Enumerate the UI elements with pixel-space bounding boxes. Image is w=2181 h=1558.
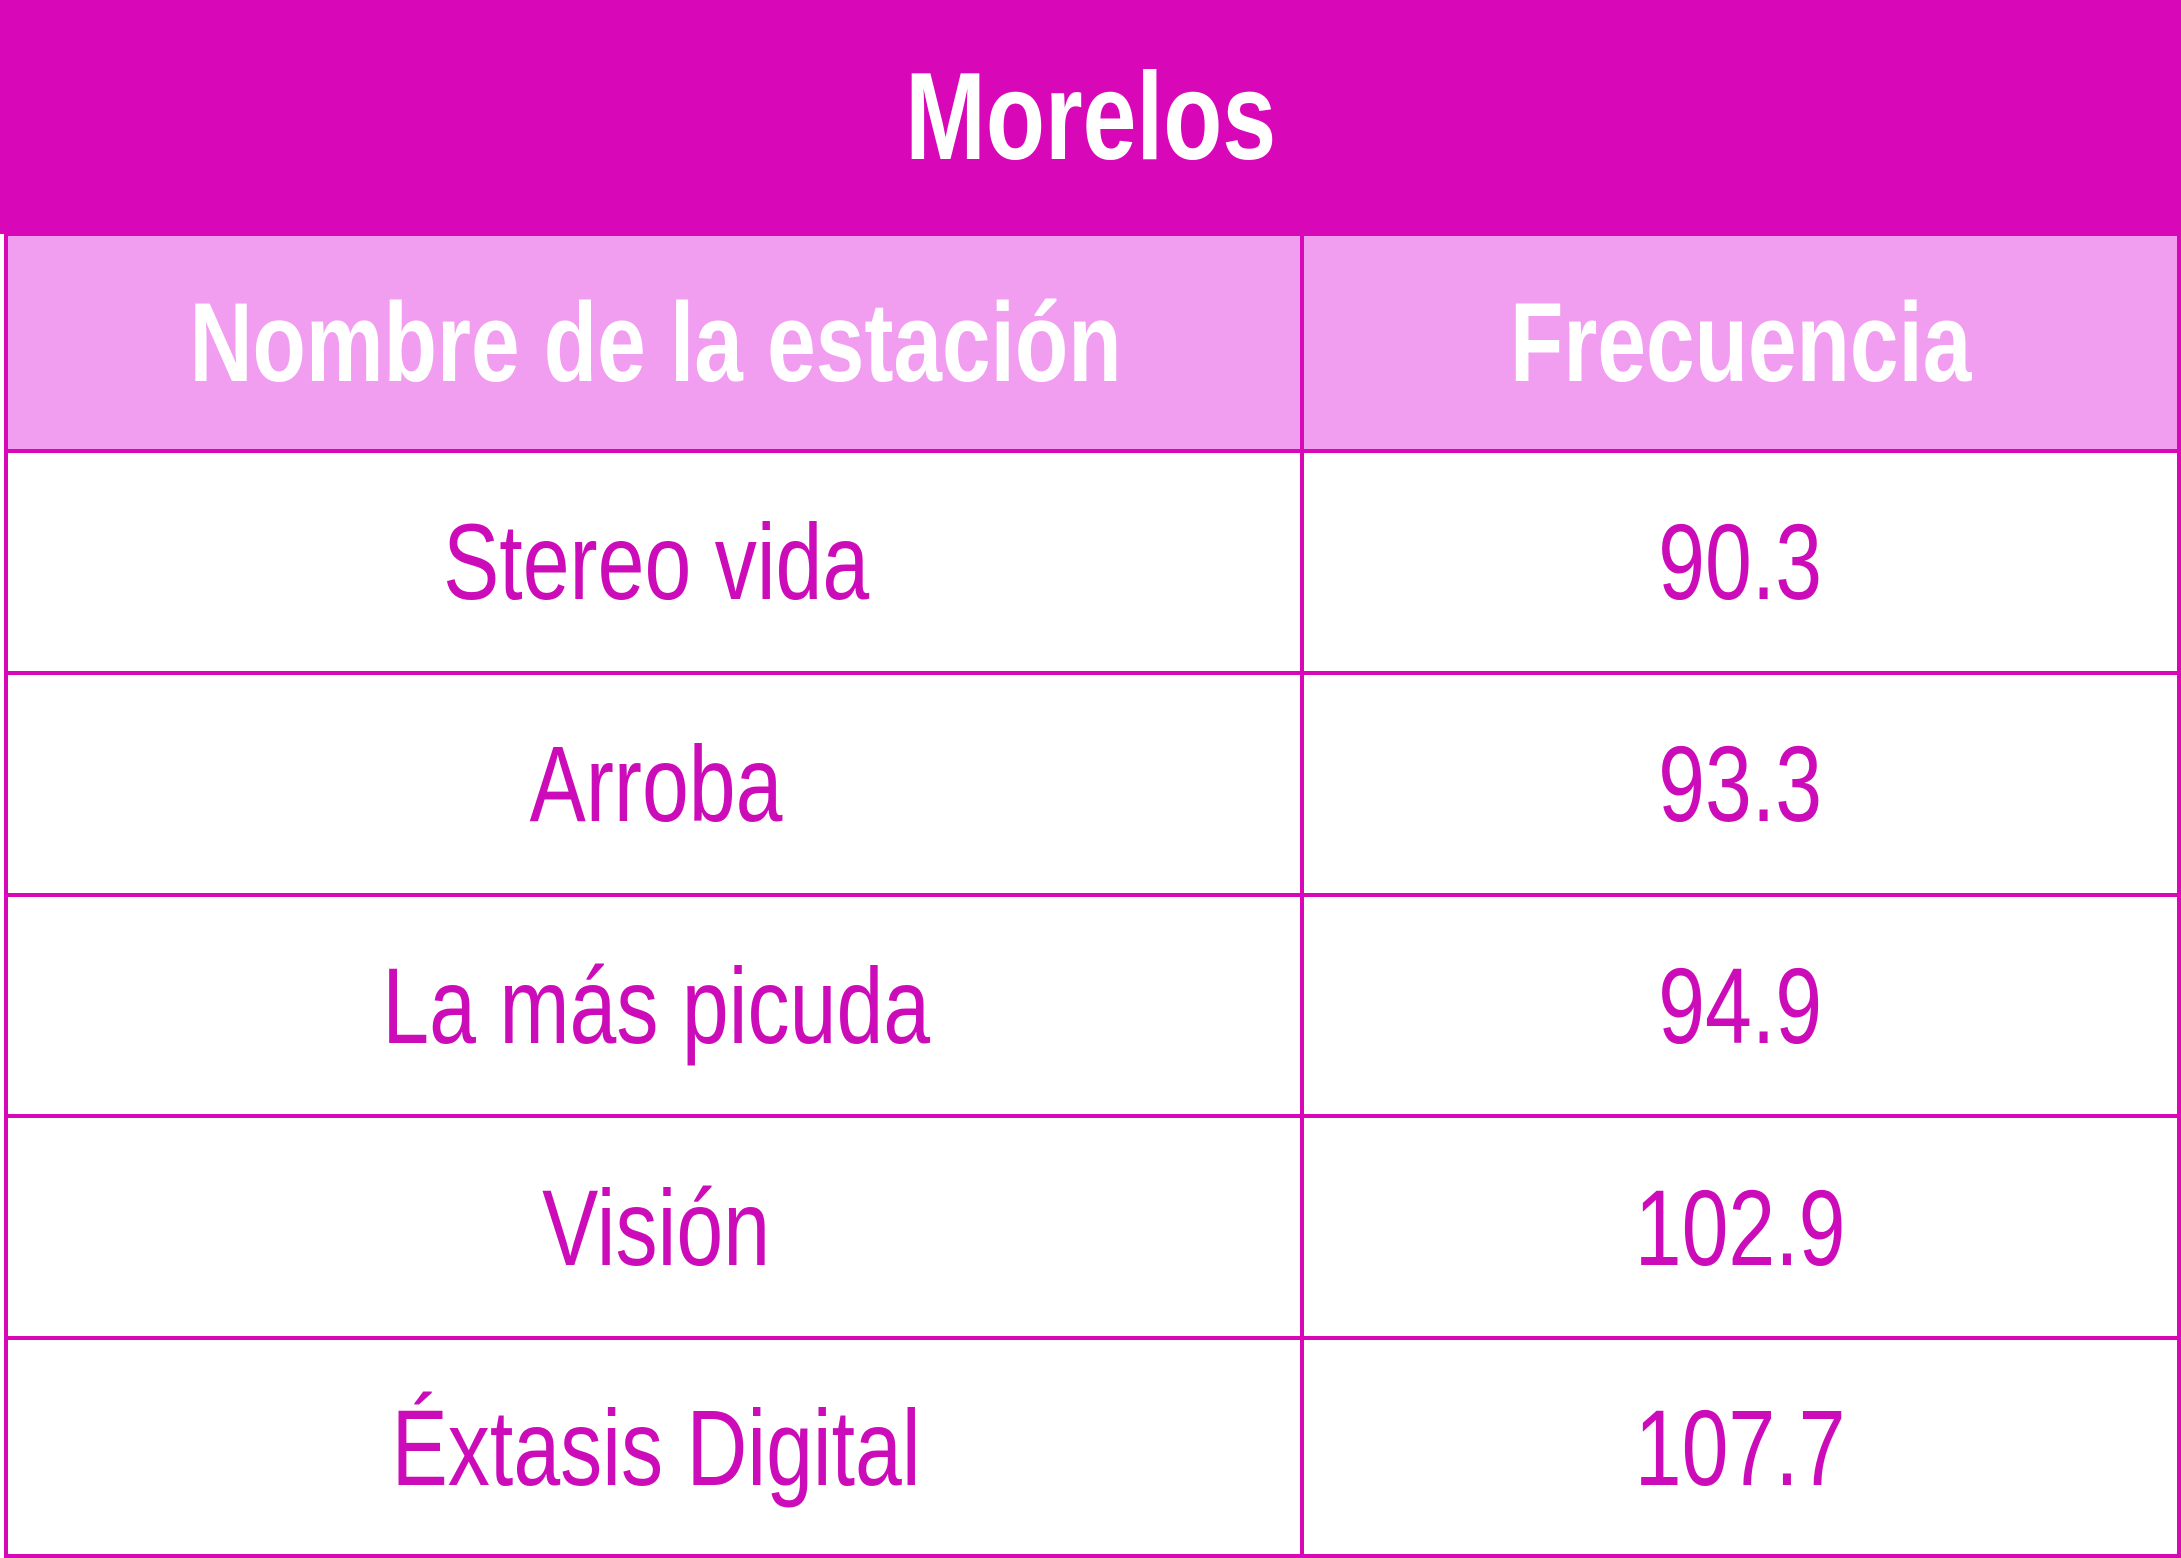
data-cell-text: Arroba [529, 723, 783, 845]
data-cell: 90.3 [1300, 449, 2181, 675]
data-cell: 107.7 [1300, 1336, 2181, 1558]
header-cell-text: Frecuencia [1509, 280, 1972, 405]
data-cell-text: La más picuda [382, 944, 930, 1066]
data-cell: La más picuda [4, 892, 1308, 1119]
header-cell: Frecuencia [1300, 232, 2181, 453]
data-cell: 94.9 [1300, 892, 2181, 1119]
data-cell-text: 94.9 [1658, 944, 1823, 1066]
data-cell-text: Stereo vida [442, 501, 870, 623]
data-cell-text: Éxtasis Digital [391, 1386, 921, 1508]
data-cell: Visión [4, 1114, 1308, 1341]
data-cell-text: 102.9 [1635, 1166, 1846, 1288]
header-cell: Nombre de la estación [4, 232, 1308, 453]
data-cell: Stereo vida [4, 449, 1308, 675]
data-cell-text: 90.3 [1658, 501, 1823, 623]
table-title: Morelos [905, 48, 1276, 186]
header-cell-text: Nombre de la estación [189, 280, 1123, 405]
data-cell-text: 93.3 [1658, 723, 1823, 845]
data-cell-text: 107.7 [1635, 1386, 1846, 1508]
data-cell: 102.9 [1300, 1114, 2181, 1341]
data-cell: Arroba [4, 670, 1308, 897]
data-cell-text: Visión [542, 1166, 770, 1288]
data-cell: 93.3 [1300, 670, 2181, 897]
title-band: Morelos [0, 0, 2181, 234]
data-cell: Éxtasis Digital [4, 1336, 1308, 1558]
